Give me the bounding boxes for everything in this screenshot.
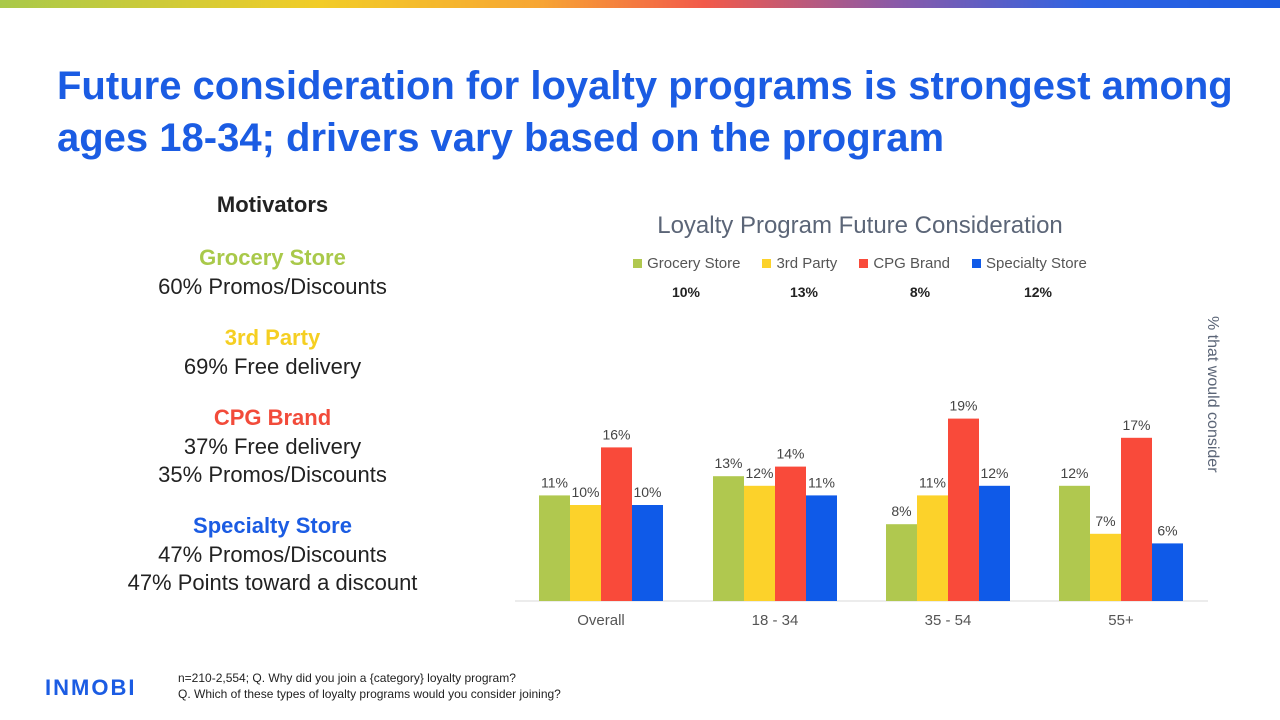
motivator-name: Specialty Store bbox=[193, 513, 352, 538]
x-tick-label: 35 - 54 bbox=[925, 612, 972, 629]
data-label: 17% bbox=[1122, 417, 1150, 433]
data-label: 11% bbox=[919, 474, 946, 490]
overall-value-specialty-store: 12% bbox=[1023, 284, 1053, 300]
overall-value-3rd-party: 13% bbox=[789, 284, 819, 300]
legend-swatch bbox=[633, 259, 643, 268]
motivator-stat: 47% Promos/Discounts bbox=[158, 542, 387, 567]
overall-values-row: 10% 13% 8% 12% bbox=[0, 284, 1280, 304]
data-label: 6% bbox=[1157, 522, 1177, 538]
top-gradient-bar bbox=[0, 0, 1280, 8]
data-label: 13% bbox=[714, 455, 742, 471]
motivator-name: 3rd Party bbox=[224, 325, 321, 350]
motivator-stat: 69% Free delivery bbox=[183, 354, 362, 379]
bar-cpg-brand bbox=[1121, 437, 1152, 601]
data-label: 12% bbox=[980, 465, 1008, 481]
motivator-stat: 37% Free delivery bbox=[183, 434, 362, 459]
motivator-grocery-store: Grocery Store 60% Promos/Discounts bbox=[100, 243, 445, 301]
data-label: 7% bbox=[1095, 513, 1115, 529]
legend-item-grocery-store: Grocery Store bbox=[633, 255, 740, 272]
inmobi-logo: INMOBI bbox=[45, 675, 137, 700]
data-label: 10% bbox=[571, 484, 599, 500]
x-tick-label: Overall bbox=[577, 612, 625, 629]
bar-grocery-store bbox=[539, 495, 570, 601]
motivator-name: Grocery Store bbox=[199, 245, 346, 270]
footer-notes: n=210-2,554; Q. Why did you join a {cate… bbox=[178, 670, 561, 702]
chart-title: Loyalty Program Future Consideration bbox=[657, 212, 1063, 239]
x-tick-label: 55+ bbox=[1108, 612, 1134, 629]
data-label: 11% bbox=[541, 474, 568, 490]
bar-3rd-party bbox=[1090, 533, 1121, 601]
motivator-name: CPG Brand bbox=[213, 405, 332, 430]
legend-label: Specialty Store bbox=[986, 255, 1087, 272]
bar-grocery-store bbox=[886, 524, 917, 601]
data-label: 11% bbox=[808, 474, 835, 490]
motivator-stat: 35% Promos/Discounts bbox=[158, 462, 387, 487]
legend-item-3rd-party: 3rd Party bbox=[762, 255, 837, 272]
bar-3rd-party bbox=[917, 495, 948, 601]
bar-cpg-brand bbox=[601, 447, 632, 601]
legend-swatch bbox=[762, 259, 772, 268]
legend-item-cpg-brand: CPG Brand bbox=[859, 255, 950, 272]
data-label: 12% bbox=[1060, 465, 1088, 481]
motivator-specialty-store: Specialty Store 47% Promos/Discounts 47%… bbox=[100, 511, 445, 597]
motivator-3rd-party: 3rd Party 69% Free delivery bbox=[100, 323, 445, 381]
data-label: 16% bbox=[602, 426, 630, 442]
overall-value-cpg-brand: 8% bbox=[909, 284, 931, 300]
overall-value-grocery-store: 10% bbox=[671, 284, 701, 300]
motivator-stat: 47% Points toward a discount bbox=[127, 570, 418, 595]
bar-specialty-store bbox=[1152, 543, 1183, 601]
motivator-stat: 60% Promos/Discounts bbox=[158, 274, 387, 299]
data-label: 8% bbox=[891, 503, 911, 519]
bar-cpg-brand bbox=[948, 418, 979, 601]
x-tick-label: 18 - 34 bbox=[752, 612, 799, 629]
legend-label: CPG Brand bbox=[873, 255, 951, 272]
bar-grocery-store bbox=[713, 476, 744, 601]
motivators-panel: Motivators Grocery Store 60% Promos/Disc… bbox=[100, 190, 445, 597]
bar-3rd-party bbox=[570, 505, 601, 601]
bar-specialty-store bbox=[979, 485, 1010, 601]
data-label: 10% bbox=[633, 484, 661, 500]
legend-label: Grocery Store bbox=[647, 255, 741, 272]
data-label: 19% bbox=[949, 398, 977, 414]
bar-grocery-store bbox=[1059, 485, 1090, 601]
motivator-cpg-brand: CPG Brand 37% Free delivery 35% Promos/D… bbox=[100, 403, 445, 489]
footer-note: Q. Which of these types of loyalty progr… bbox=[178, 687, 561, 701]
bar-specialty-store bbox=[806, 495, 837, 601]
legend-swatch bbox=[972, 259, 982, 268]
bar-cpg-brand bbox=[775, 466, 806, 601]
y-axis-label: % that would consider bbox=[1204, 316, 1221, 473]
motivators-heading: Motivators bbox=[216, 192, 329, 217]
data-label: 12% bbox=[745, 465, 773, 481]
page-title: Future consideration for loyalty program… bbox=[57, 64, 1233, 160]
bar-specialty-store bbox=[632, 505, 663, 601]
footer-note: n=210-2,554; Q. Why did you join a {cate… bbox=[178, 671, 516, 685]
legend-label: 3rd Party bbox=[776, 255, 838, 272]
legend-item-specialty-store: Specialty Store bbox=[972, 255, 1087, 272]
bar-3rd-party bbox=[744, 485, 775, 601]
chart-legend: Grocery Store 3rd Party CPG Brand Specia… bbox=[600, 255, 1120, 272]
data-label: 14% bbox=[776, 446, 804, 462]
legend-swatch bbox=[859, 259, 869, 268]
